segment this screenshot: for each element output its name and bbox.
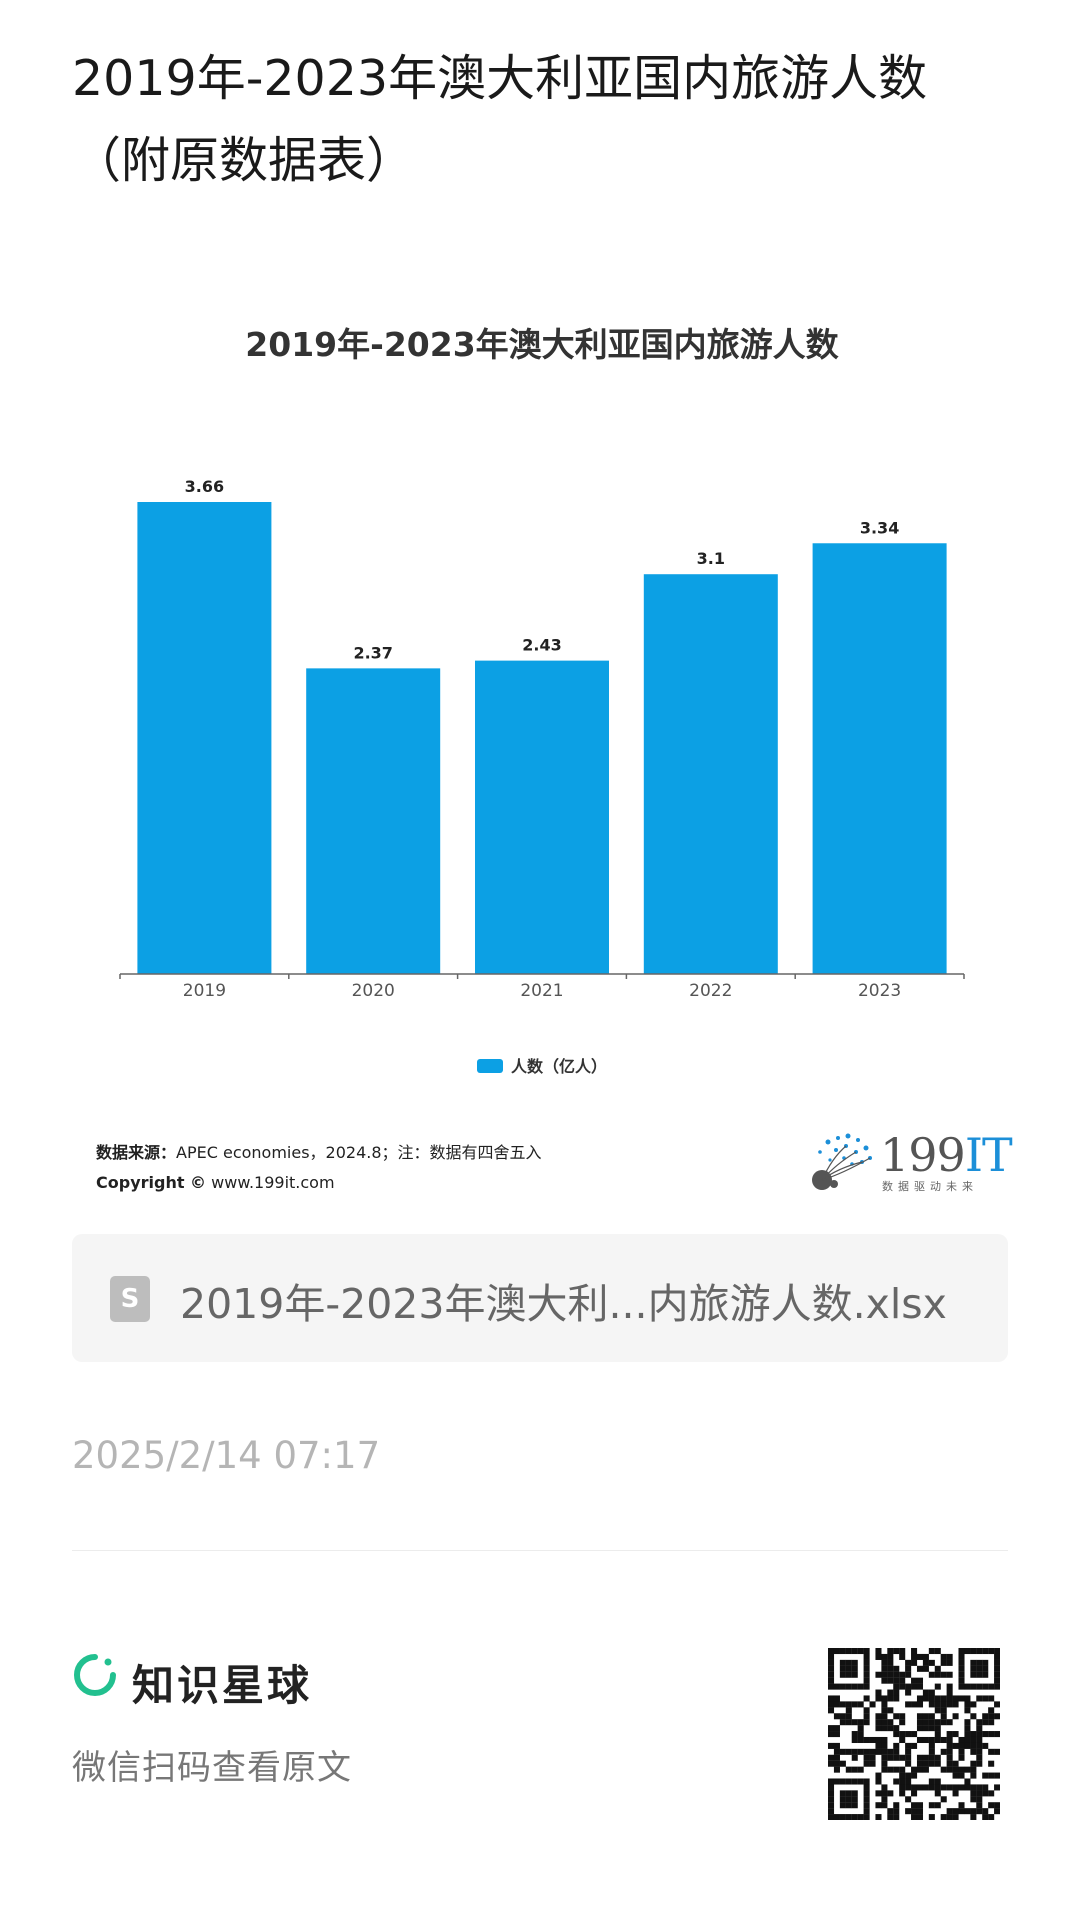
spreadsheet-file-icon: S	[110, 1276, 150, 1322]
data-label-2020: 2.37	[353, 643, 392, 662]
source-line: 数据来源：APEC economies，2024.8；注：数据有四舍五入	[96, 1138, 542, 1168]
legend-label: 人数（亿人）	[510, 1057, 607, 1076]
source-label: 数据来源：	[96, 1143, 177, 1162]
data-label-2023: 3.34	[860, 518, 899, 537]
x-tick-label-2022: 2022	[689, 981, 732, 1001]
data-label-2022: 3.1	[697, 549, 725, 568]
source-text: APEC economies，2024.8；注：数据有四舍五入	[176, 1143, 542, 1162]
bar-2023	[812, 543, 947, 974]
copyright-label: Copyright ©	[96, 1173, 207, 1192]
copyright-line: Copyright © www.199it.com	[96, 1168, 542, 1198]
logo-tagline: 数据驱动未来	[882, 1180, 978, 1193]
chart-card: 3.66 2019 2.37 2020 2.43 2021 3.1 2022 3.34 2023 …	[72, 300, 1012, 1200]
qr-code[interactable]	[828, 1648, 1000, 1820]
x-tick-label-2020: 2020	[352, 981, 395, 1001]
x-tick-label-2023: 2023	[858, 981, 901, 1001]
x-tick-label-2021: 2021	[520, 981, 563, 1001]
chart-legend: 人数（亿人）	[72, 1053, 1012, 1077]
post-timestamp: 2025/2/14 07:17	[72, 1434, 381, 1477]
bar-2019	[137, 502, 272, 974]
bar-2020	[306, 668, 441, 974]
zsxq-logo-icon	[74, 1654, 116, 1696]
legend-swatch	[476, 1059, 503, 1073]
logo-text: 199IT	[880, 1128, 1013, 1182]
brand-name: 知识星球	[132, 1661, 313, 1710]
scan-hint: 微信扫码查看原文	[72, 1748, 352, 1788]
x-tick-label-2019: 2019	[183, 981, 226, 1001]
199it-logo: 199IT 数据驱动未来	[808, 1128, 1013, 1200]
chart-title: 2019年-2023年澳大利亚国内旅游人数	[245, 325, 839, 364]
source-block: 数据来源：APEC economies，2024.8；注：数据有四舍五入 Cop…	[96, 1138, 542, 1198]
data-label-2021: 2.43	[522, 636, 561, 655]
copyright-text: www.199it.com	[206, 1173, 335, 1192]
data-label-2019: 3.66	[185, 477, 224, 496]
bar-2021	[475, 660, 609, 974]
bar-chart: 3.66 2019 2.37 2020 2.43 2021 3.1 2022 3.34 2023	[119, 477, 965, 1001]
dandelion-logo-icon	[812, 1133, 872, 1190]
bar-2022	[643, 574, 778, 974]
divider	[72, 1550, 1008, 1551]
file-name: 2019年-2023年澳大利...内旅游人数.xlsx	[180, 1280, 947, 1328]
page-title: 2019年-2023年澳大利亚国内旅游人数（附原数据表）	[72, 50, 928, 189]
attachment-file-card[interactable]: S 2019年-2023年澳大利...内旅游人数.xlsx	[72, 1234, 1008, 1362]
